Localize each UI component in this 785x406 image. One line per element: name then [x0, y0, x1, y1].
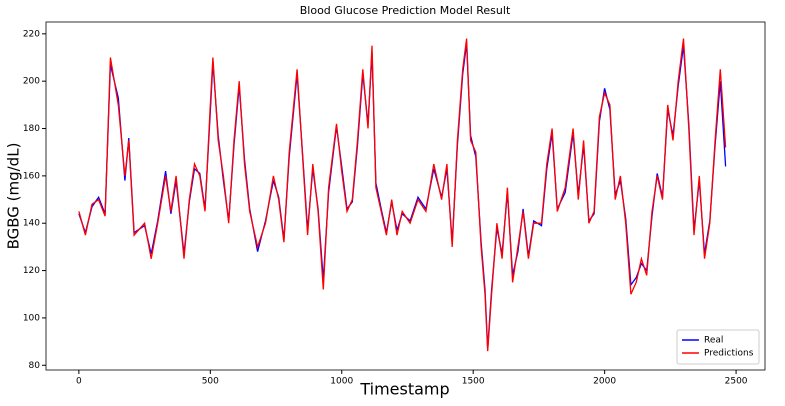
chart-title: Blood Glucose Prediction Model Result: [300, 4, 511, 17]
x-tick-label: 2000: [593, 377, 616, 387]
y-tick-label: 220: [23, 29, 40, 39]
x-tick-label: 1500: [462, 377, 485, 387]
legend-label: Real: [704, 336, 723, 346]
legend-box: [676, 329, 760, 365]
y-tick-label: 160: [23, 171, 40, 181]
y-axis-label: BGBG (mg/dL): [5, 143, 23, 250]
series-line: [78, 43, 727, 349]
x-tick-label: 500: [202, 377, 219, 387]
y-tick-label: 140: [23, 219, 40, 229]
plot-frame: [45, 21, 766, 371]
x-tick-label: 2500: [725, 377, 748, 387]
legend-label: Predictions: [704, 349, 754, 359]
y-tick-label: 180: [23, 124, 40, 134]
y-tick-label: 80: [29, 361, 41, 371]
y-tick-label: 100: [23, 313, 40, 323]
y-tick-label: 120: [23, 266, 40, 276]
x-tick-label: 0: [76, 377, 82, 387]
series-line: [78, 38, 727, 352]
y-tick-label: 200: [23, 77, 40, 87]
x-tick-label: 1000: [330, 377, 353, 387]
x-axis-label: Timestamp: [359, 380, 449, 399]
